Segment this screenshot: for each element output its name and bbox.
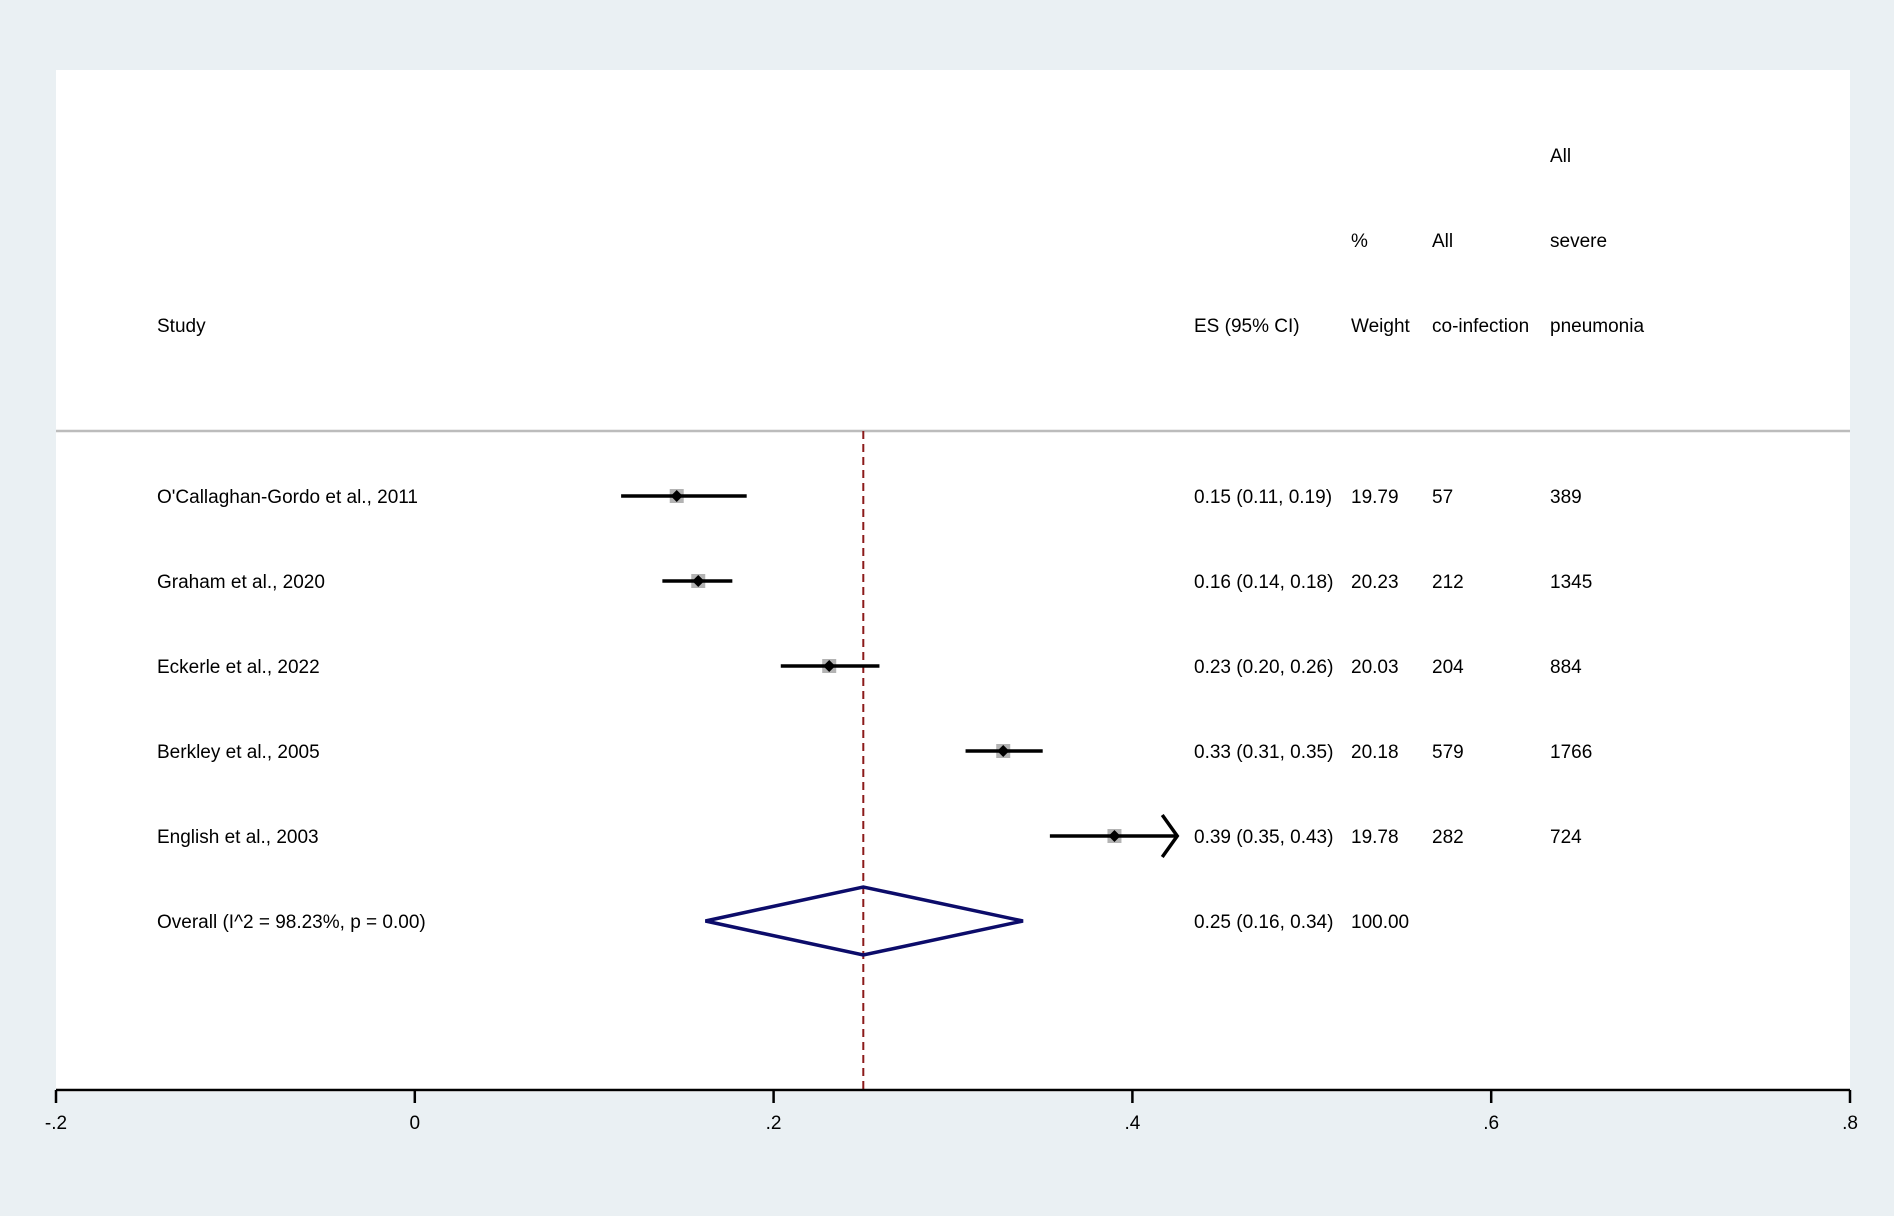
study-weight: 20.23 [1351, 572, 1399, 593]
study-weight: 20.03 [1351, 657, 1399, 678]
study-point-estimate [1108, 830, 1121, 842]
study-ci-arrow [1160, 813, 1180, 859]
study-point-estimate [997, 745, 1010, 757]
x-tick-label: .4 [1124, 1113, 1140, 1134]
study-point-estimate [823, 660, 836, 672]
study-pneumonia: 389 [1550, 487, 1582, 508]
study-es-ci: 0.33 (0.31, 0.35) [1194, 742, 1333, 763]
study-coinfection: 57 [1432, 487, 1453, 508]
study-label: Berkley et al., 2005 [157, 742, 320, 763]
study-es-ci: 0.16 (0.14, 0.18) [1194, 572, 1333, 593]
x-tick-label: .2 [766, 1113, 782, 1134]
study-label: O'Callaghan-Gordo et al., 2011 [157, 487, 418, 508]
study-point-estimate [670, 490, 683, 502]
study-es-ci: 0.23 (0.20, 0.26) [1194, 657, 1333, 678]
study-point-estimate [692, 575, 705, 587]
header-pneumonia-line1: All [1550, 146, 1571, 167]
header-study: Study [157, 316, 206, 337]
study-pneumonia: 1345 [1550, 572, 1592, 593]
study-label: Graham et al., 2020 [157, 572, 325, 593]
header-pneumonia-line2: severe [1550, 231, 1607, 252]
plot-panel [56, 70, 1850, 1092]
overall-diamond [705, 885, 1024, 957]
study-pneumonia: 1766 [1550, 742, 1592, 763]
study-weight: 19.78 [1351, 827, 1399, 848]
header-coinfection-line1: All [1432, 231, 1453, 252]
study-coinfection: 282 [1432, 827, 1464, 848]
header-coinfection-line2: co-infection [1432, 316, 1529, 337]
study-weight: 19.79 [1351, 487, 1399, 508]
study-label: Eckerle et al., 2022 [157, 657, 320, 678]
x-tick-label: .8 [1842, 1113, 1858, 1134]
header-weight-line2: Weight [1351, 316, 1411, 337]
x-tick-label: 0 [410, 1113, 421, 1134]
study-weight: 20.18 [1351, 742, 1399, 763]
study-coinfection: 212 [1432, 572, 1464, 593]
study-pneumonia: 884 [1550, 657, 1582, 678]
header-es: ES (95% CI) [1194, 316, 1300, 337]
study-es-ci: 0.15 (0.11, 0.19) [1194, 487, 1332, 508]
overall-weight: 100.00 [1351, 912, 1409, 933]
study-coinfection: 204 [1432, 657, 1464, 678]
x-tick-label: .6 [1483, 1113, 1499, 1134]
header-pneumonia-line3: pneumonia [1550, 316, 1644, 337]
study-coinfection: 579 [1432, 742, 1464, 763]
overall-es-ci: 0.25 (0.16, 0.34) [1194, 912, 1333, 933]
study-es-ci: 0.39 (0.35, 0.43) [1194, 827, 1333, 848]
x-axis: -.2 0 .2 .4 .6 .8 [45, 1088, 1858, 1134]
study-label: English et al., 2003 [157, 827, 319, 848]
study-pneumonia: 724 [1550, 827, 1582, 848]
study-rows: O'Callaghan-Gordo et al., 2011 0.15 (0.11… [157, 431, 1592, 1090]
header-weight-line1: % [1351, 231, 1368, 252]
overall-label: Overall (I^2 = 98.23%, p = 0.00) [157, 912, 426, 933]
x-tick-label: -.2 [45, 1113, 67, 1134]
